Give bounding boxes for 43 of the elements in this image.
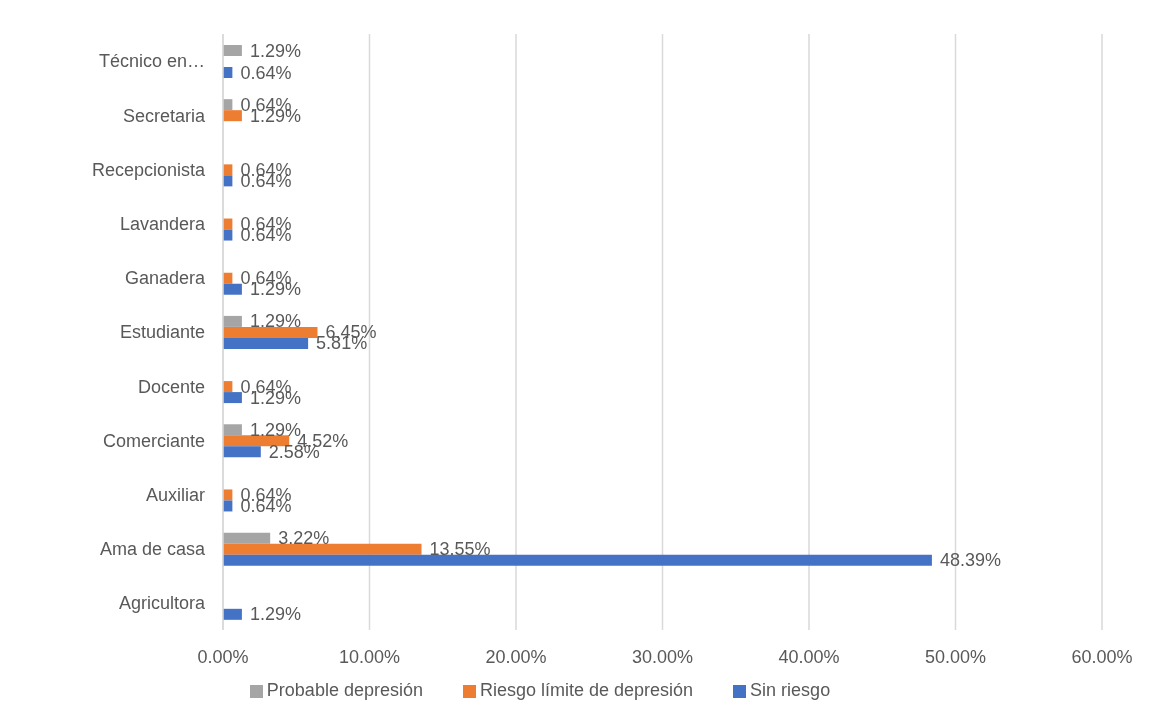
data-label: 48.39% [939,550,1001,571]
x-tick-label: 40.00% [778,646,840,667]
legend-label: Riesgo límite de depresión [479,680,694,700]
bar [223,337,309,349]
legend-label: Sin riesgo [750,680,831,700]
data-label: 3.22% [278,528,330,549]
bar [223,532,271,544]
data-label: 0.64% [240,62,292,83]
y-tick-label: Lavandera [119,214,206,235]
bar [223,283,242,295]
bar [223,435,290,447]
y-tick-label: Secretaria [122,105,206,126]
legend-label: Probable depresión [266,680,423,700]
x-tick-label: 0.00% [197,646,249,667]
data-label: 1.29% [249,604,301,625]
y-tick-label: Auxiliar [145,484,205,505]
bar [223,110,242,122]
data-label: 1.29% [249,40,301,61]
bar [223,315,242,327]
x-tick-label: 30.00% [631,646,694,667]
y-tick-label: Comerciante [102,430,205,451]
bar [223,554,932,566]
y-tick-label: Agricultora [118,593,206,614]
x-tick-label: 60.00% [1071,646,1133,667]
y-tick-label: Técnico en… [98,51,205,72]
y-tick-label: Ganadera [124,268,206,289]
bar [223,424,242,436]
bar [223,608,242,620]
x-tick-label: 10.00% [338,646,401,667]
bar [223,326,318,338]
data-label: 13.55% [429,539,491,560]
data-label: 1.29% [249,419,301,440]
bar [223,446,261,458]
x-tick-label: 20.00% [485,646,547,667]
y-tick-label: Docente [137,376,205,397]
y-tick-label: Ama de casa [99,539,206,560]
y-tick-label: Recepcionista [91,159,206,180]
bar [223,392,242,404]
bar [223,45,242,56]
bar [223,543,422,555]
y-tick-label: Estudiante [119,322,205,343]
data-label: 1.29% [249,311,301,332]
x-tick-label: 50.00% [924,646,987,667]
